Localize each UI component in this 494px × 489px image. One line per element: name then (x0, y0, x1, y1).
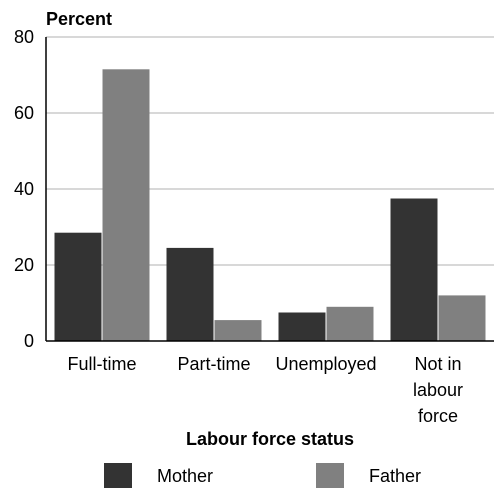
axes (45, 37, 494, 342)
y-tick-label-0: 0 (24, 331, 34, 351)
y-tick-label-60: 60 (14, 103, 34, 123)
x-tick-label-0-0: Full-time (67, 354, 136, 374)
y-tick-label-20: 20 (14, 255, 34, 275)
x-tick-label-2-0: Unemployed (275, 354, 376, 374)
y-tick-label-40: 40 (14, 179, 34, 199)
x-tick-label-3-1: labour (413, 380, 463, 400)
bar-mother-full-time (54, 232, 102, 341)
y-tick-label-80: 80 (14, 27, 34, 47)
legend-swatch-father (316, 463, 344, 488)
bars (54, 69, 486, 342)
bar-father-unemployed (326, 306, 374, 341)
legend-swatch-mother (104, 463, 132, 488)
x-tick-label-1-0: Part-time (177, 354, 250, 374)
bar-father-not-in-labour-force (438, 295, 486, 341)
bar-mother-not-in-labour-force (390, 198, 438, 341)
x-tick-labels: Full-time Part-time Unemployed Not in labour… (67, 354, 463, 426)
legend-label-father: Father (369, 466, 421, 486)
bar-father-part-time (214, 320, 262, 341)
y-axis-title: Percent (46, 9, 112, 29)
bar-father-full-time (102, 69, 150, 342)
legend: Mother Father (104, 463, 421, 488)
x-axis-title: Labour force status (186, 429, 354, 449)
bar-mother-unemployed (278, 312, 326, 341)
y-tick-labels: 0 20 40 60 80 (14, 27, 34, 351)
x-tick-label-3-2: force (418, 406, 458, 426)
bar-mother-part-time (166, 247, 214, 341)
x-tick-label-3-0: Not in (414, 354, 461, 374)
legend-label-mother: Mother (157, 466, 213, 486)
